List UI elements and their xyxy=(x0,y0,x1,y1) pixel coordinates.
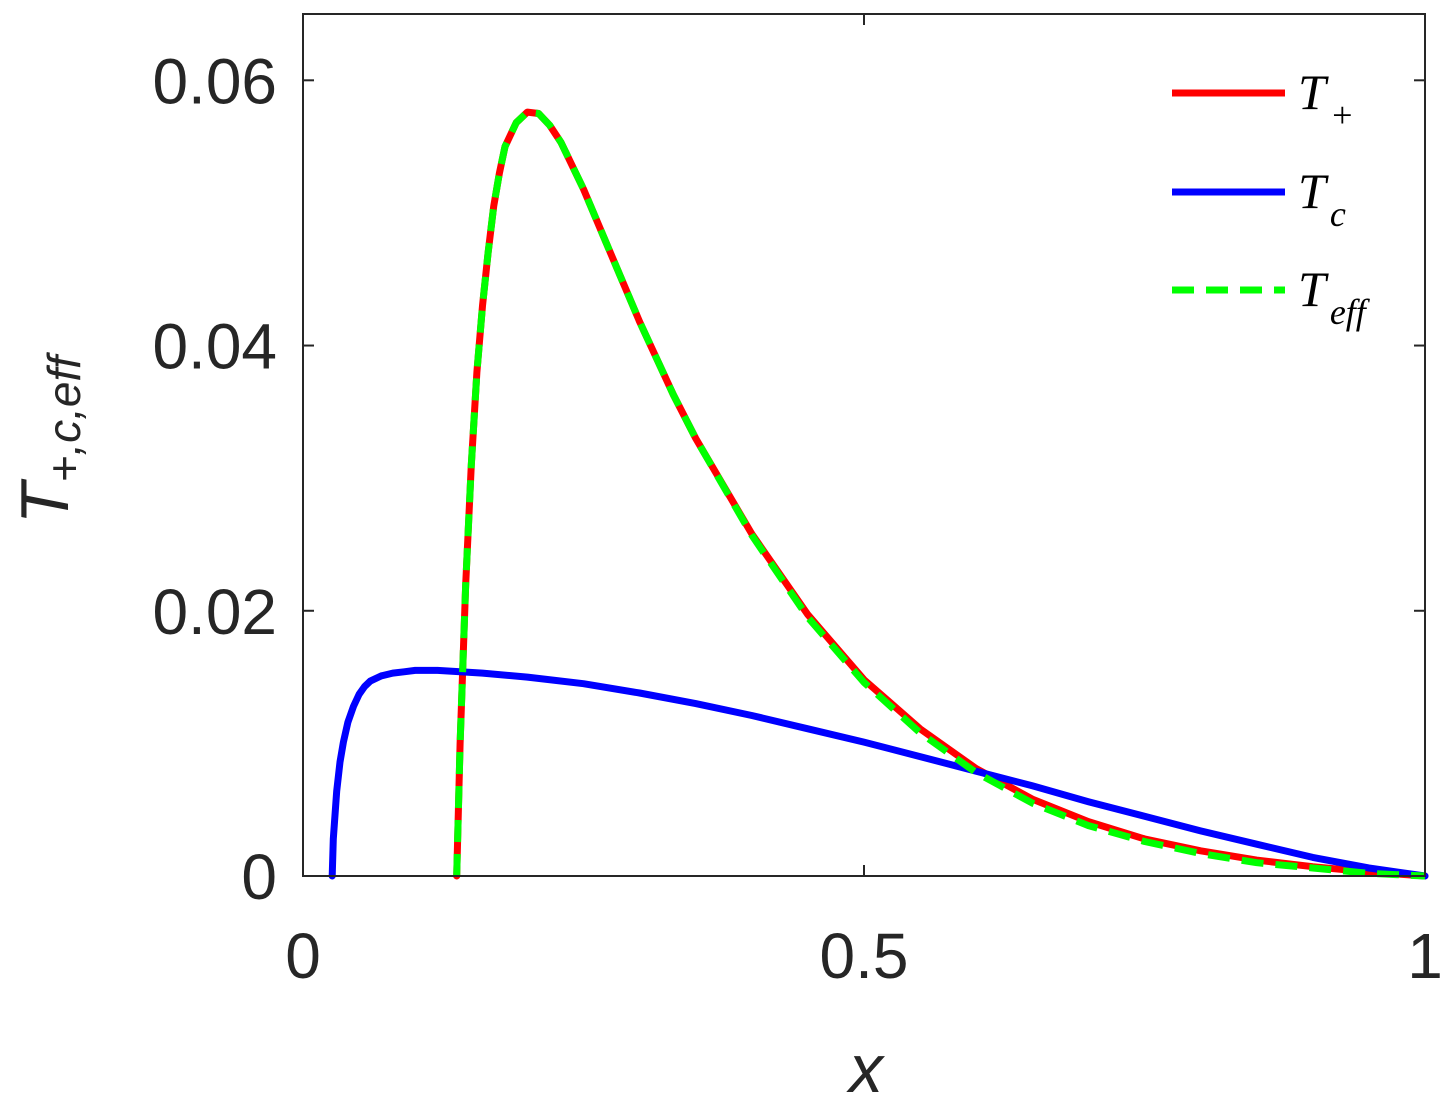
x-tick-label: 0 xyxy=(285,920,321,992)
y-axis-label-main: T xyxy=(7,478,83,524)
x-tick-labels: 0 0.5 1 xyxy=(285,920,1443,992)
y-tick-label: 0.06 xyxy=(152,45,277,117)
y-tick-label: 0.02 xyxy=(152,576,277,648)
y-axis-label: T+,c,eff xyxy=(7,352,90,524)
legend-label: T + xyxy=(1298,64,1354,135)
series-line-t-eff xyxy=(453,108,1426,880)
x-axis-label: x xyxy=(846,1031,885,1107)
x-tick-label: 0.5 xyxy=(820,920,909,992)
legend-entry: T + xyxy=(1172,64,1354,135)
series-layer xyxy=(328,108,1429,880)
x-tick-label: 1 xyxy=(1407,920,1443,992)
legend: T + T c T eff xyxy=(1172,64,1371,332)
y-tick-label: 0 xyxy=(241,841,277,913)
series-line-t-c xyxy=(328,666,1429,880)
y-tick-label: 0.04 xyxy=(152,311,277,383)
axes-layer xyxy=(302,13,1426,877)
y-tick-labels: 0 0.02 0.04 0.06 xyxy=(152,45,277,913)
y-axis-label-sub: +,c,eff xyxy=(38,352,90,483)
svg-text:T+,c,eff: T+,c,eff xyxy=(7,352,90,524)
